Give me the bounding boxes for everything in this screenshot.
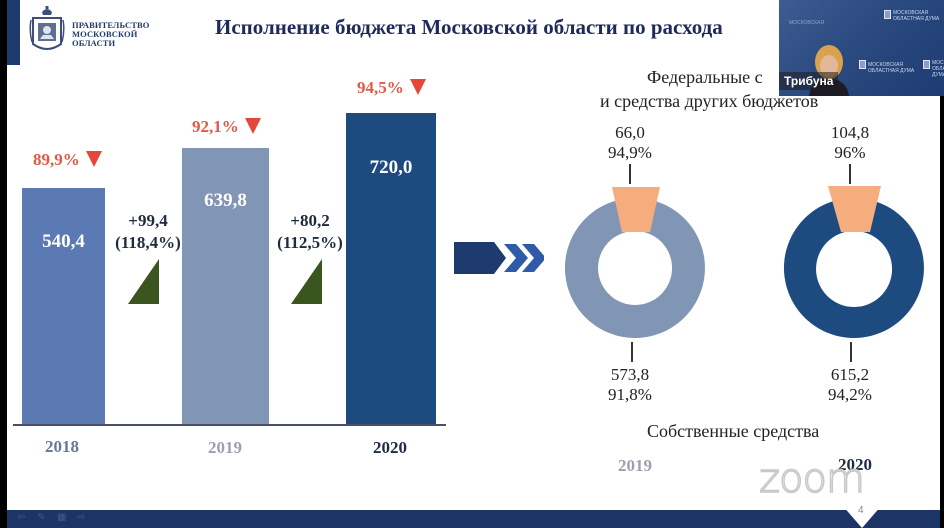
org-line-2: МОСКОВСКОЙ [72,29,138,39]
previous-slide-icon[interactable]: ⇦ [17,512,26,523]
own-pct-2019: 91,8% [608,385,652,404]
leader-line [849,164,851,184]
federal-label-2019: 66,0 94,9% [590,123,670,163]
bar-2019: 639,8 [182,148,269,425]
donut-year-2020: 2020 [838,455,872,474]
slide-title: Исполнение бюджета Московской области по… [215,15,723,39]
participant-name-tag: Трибуна [779,72,839,90]
header-accent-band [7,0,20,65]
page-number-notch [842,505,882,528]
growth-rel: (118,4%) [115,233,181,252]
growth-abs: +80,2 [290,211,330,230]
own-value-2019: 573,8 [610,365,650,384]
federal-value-2020: 104,8 [830,123,870,142]
down-triangle-icon [244,118,261,134]
execution-pct-2018: 89,9% [33,150,102,170]
donut-year-2019: 2019 [618,456,652,475]
bar-2020: 720,0 [346,113,436,426]
emblem-icon [859,60,866,69]
federal-funds-title-line1: Федеральные с [647,67,763,87]
x-axis-line [13,424,446,426]
slides-grid-icon[interactable]: ▦ [57,512,67,523]
slide-footer [7,510,940,528]
bar-value-2019: 639,8 [204,190,247,211]
org-line-3: ОБЛАСТИ [72,38,116,48]
organization-name: ПРАВИТЕЛЬСТВО МОСКОВСКОЙ ОБЛАСТИ [72,21,150,48]
own-funds-title: Собственные средства [647,421,820,441]
bar-2018: 540,4 [22,188,105,425]
emblem-icon [884,10,891,19]
year-label-2018: 2018 [45,437,79,456]
leader-line [629,164,631,184]
federal-value-2019: 66,0 [615,123,645,142]
year-label-2019: 2019 [208,438,242,457]
zoom-watermark: zoom [758,455,865,503]
growth-abs: +99,4 [128,211,168,230]
growth-2019-2020: +80,2 (112,5%) [272,210,348,254]
leader-line [850,342,852,362]
federal-label-2020: 104,8 96% [810,123,890,163]
federal-pct-2019: 94,9% [608,143,652,162]
growth-triangle-icon [128,259,159,304]
own-label-2020: 615,2 94,2% [810,365,890,405]
leader-line [631,342,633,362]
bar-value-2018: 540,4 [42,231,85,252]
execution-pct-2020: 94,5% [357,78,426,98]
org-line-1: ПРАВИТЕЛЬСТВО [72,20,150,30]
growth-rel: (112,5%) [277,233,343,252]
growth-triangle-icon [291,259,322,304]
coat-of-arms-icon [29,6,65,50]
down-triangle-icon [409,79,426,95]
federal-pct-2020: 96% [834,143,866,162]
donut-chart-2019 [564,187,705,338]
pen-icon[interactable]: ✎ [37,512,46,523]
chevron-arrow-icon [454,242,544,274]
own-label-2019: 573,8 91,8% [590,365,670,405]
slide-nav-controls[interactable]: ⇦ ✎ ▦ ⇨ [17,513,87,523]
donut-chart-2020 [783,186,924,338]
year-label-2020: 2020 [373,438,407,457]
next-slide-icon[interactable]: ⇨ [77,512,86,523]
own-value-2020: 615,2 [830,365,870,384]
wall-text: МОСКОВСКАЯ [789,20,825,26]
federal-funds-title-line2: и средства других бюджетов [600,91,819,111]
down-triangle-icon [85,151,102,167]
bar-value-2020: 720,0 [369,157,413,178]
emblem-icon [923,60,930,69]
page-number: 4 [858,505,864,516]
own-pct-2020: 94,2% [828,385,872,404]
execution-pct-2019: 92,1% [192,117,261,137]
growth-2018-2019: +99,4 (118,4%) [112,210,184,254]
